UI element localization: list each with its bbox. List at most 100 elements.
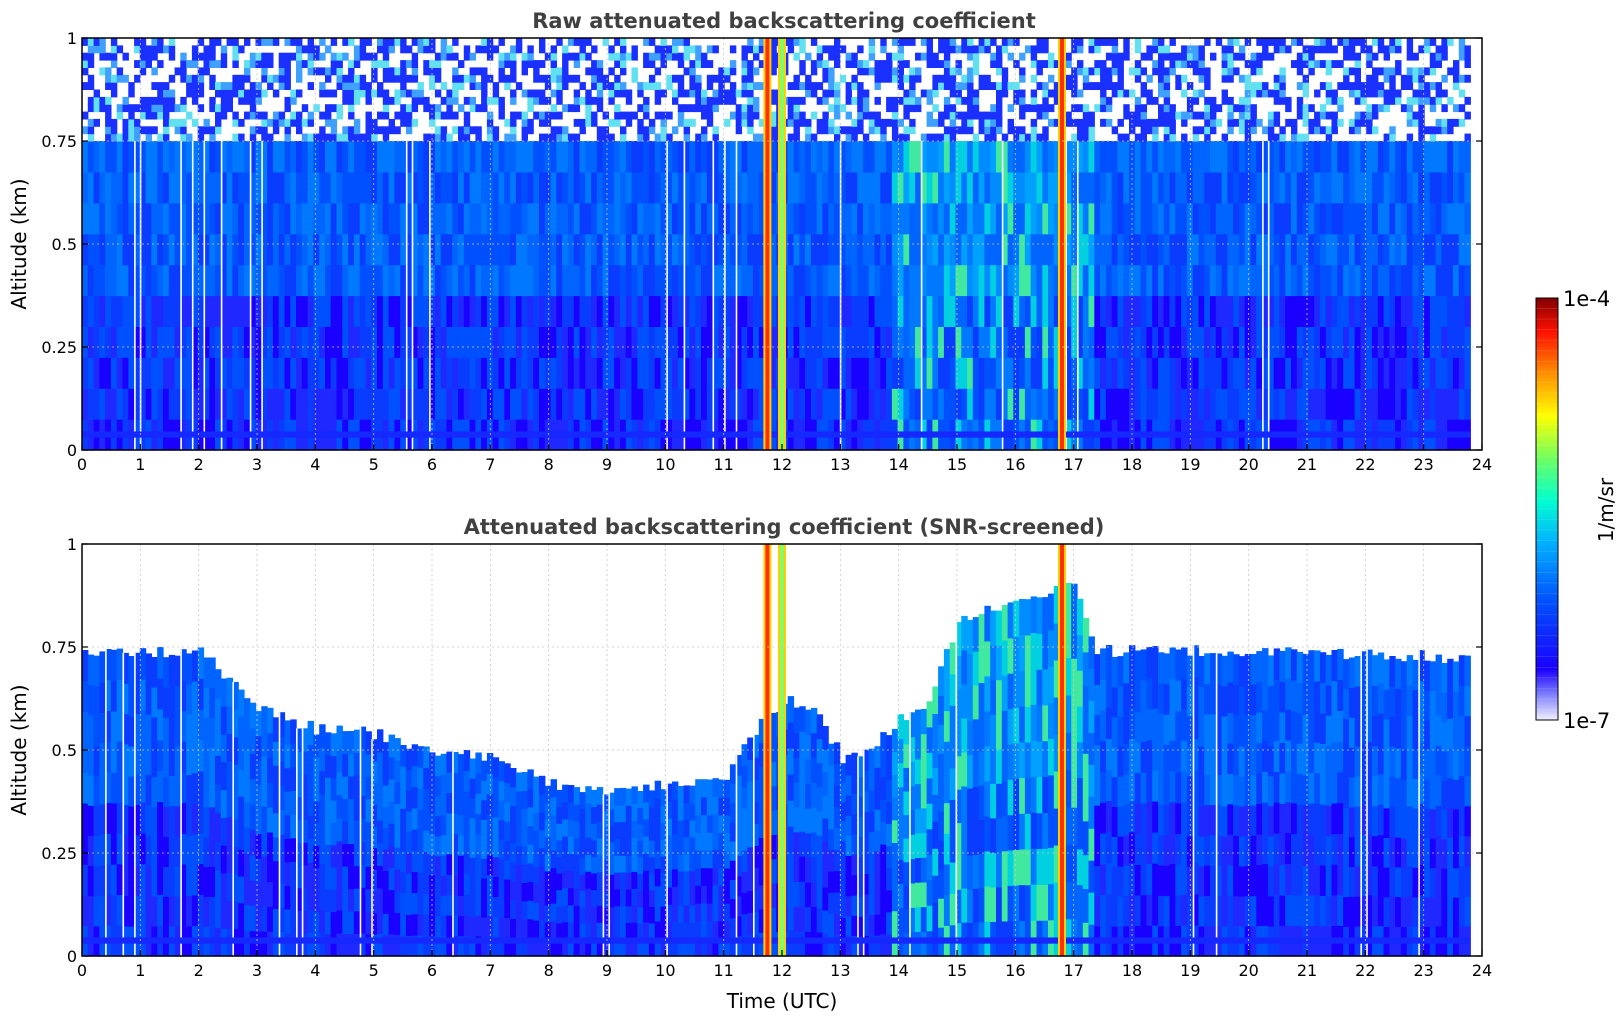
heat-cell bbox=[139, 357, 147, 389]
noise-cell bbox=[573, 118, 581, 127]
heat-cell bbox=[313, 171, 320, 204]
heat-cell bbox=[851, 264, 858, 297]
noise-cell bbox=[677, 89, 685, 98]
heat-cell bbox=[238, 876, 245, 904]
heat-cell bbox=[400, 326, 407, 358]
heat-cell bbox=[990, 326, 997, 358]
heat-cell bbox=[249, 930, 257, 957]
heat-cell bbox=[330, 844, 338, 868]
heat-cell bbox=[139, 709, 147, 742]
noise-cell bbox=[1117, 118, 1124, 127]
heat-cell bbox=[220, 171, 228, 204]
noise-cell bbox=[226, 104, 233, 113]
noise-cell bbox=[504, 52, 511, 61]
heat-cell bbox=[758, 295, 766, 327]
noise-cell bbox=[972, 111, 980, 120]
heat-cell bbox=[677, 233, 685, 266]
heat-cell bbox=[666, 264, 673, 297]
heat-cell bbox=[1117, 264, 1124, 297]
noise-cell bbox=[602, 111, 609, 120]
noise-cell bbox=[672, 89, 679, 98]
noise-cell bbox=[620, 82, 627, 90]
noise-cell bbox=[932, 89, 939, 98]
heat-cell bbox=[729, 264, 737, 297]
noise-cell bbox=[862, 133, 870, 142]
heat-cell bbox=[209, 896, 216, 927]
heat-cell bbox=[1152, 171, 1159, 204]
noise-cell bbox=[996, 126, 1003, 135]
heat-cell bbox=[244, 388, 251, 420]
noise-cell bbox=[325, 45, 332, 54]
noise-cell bbox=[290, 118, 297, 127]
noise-cell bbox=[1227, 111, 1234, 120]
heat-cell bbox=[238, 202, 245, 235]
heat-cell bbox=[1412, 202, 1419, 235]
heat-cell bbox=[313, 867, 320, 891]
noise-cell bbox=[1221, 74, 1228, 83]
heat-cell bbox=[758, 326, 766, 358]
heat-cell bbox=[724, 141, 731, 173]
heat-cell bbox=[897, 357, 904, 389]
noise-cell bbox=[330, 126, 338, 135]
noise-cell bbox=[1447, 96, 1454, 105]
heat-cell bbox=[336, 886, 343, 911]
heat-cell bbox=[625, 141, 633, 173]
heat-cell bbox=[319, 817, 326, 841]
noise-cell bbox=[203, 67, 210, 76]
heat-cell bbox=[1030, 326, 1038, 358]
noise-cell bbox=[1158, 89, 1165, 98]
heat-cell bbox=[272, 233, 280, 266]
heat-cell bbox=[325, 754, 332, 778]
heat-cell bbox=[1383, 357, 1390, 389]
noise-cell bbox=[943, 45, 951, 54]
heat-cell bbox=[1447, 388, 1454, 420]
noise-cell bbox=[434, 74, 442, 83]
noise-cell bbox=[417, 45, 424, 54]
heat-cell bbox=[857, 295, 864, 327]
heat-cell bbox=[423, 141, 430, 173]
heat-cell bbox=[1256, 171, 1263, 204]
noise-cell bbox=[851, 74, 858, 83]
noise-cell bbox=[1435, 118, 1442, 127]
heat-cell bbox=[423, 357, 430, 389]
heat-cell bbox=[434, 357, 442, 389]
heat-cell bbox=[1140, 233, 1147, 266]
heat-cell bbox=[654, 171, 662, 204]
heat-cell bbox=[255, 141, 262, 173]
noise-cell bbox=[567, 74, 575, 83]
heat-cell bbox=[203, 388, 210, 420]
heat-cell bbox=[504, 264, 511, 297]
heat-cell bbox=[313, 823, 320, 846]
noise-cell bbox=[400, 89, 407, 98]
heat-cell bbox=[591, 233, 598, 266]
heat-cell bbox=[168, 233, 176, 266]
heat-cell bbox=[215, 726, 222, 756]
heat-cell bbox=[1123, 388, 1130, 420]
heat-cell bbox=[139, 233, 147, 266]
heat-cell bbox=[1111, 141, 1119, 173]
noise-cell bbox=[319, 38, 326, 46]
heat-cell bbox=[319, 326, 326, 358]
heat-cell bbox=[828, 202, 835, 235]
noise-cell bbox=[573, 96, 581, 105]
heat-cell bbox=[180, 326, 187, 358]
noise-cell bbox=[232, 82, 239, 90]
heat-cell bbox=[1186, 171, 1194, 204]
heat-cell bbox=[1094, 264, 1101, 297]
noise-cell bbox=[741, 67, 748, 76]
noise-cell bbox=[405, 89, 413, 98]
heat-cell bbox=[1389, 233, 1396, 266]
noise-cell bbox=[637, 89, 644, 98]
heat-cell bbox=[278, 357, 286, 389]
heat-cell bbox=[232, 791, 239, 820]
heat-cell bbox=[336, 771, 343, 796]
noise-cell bbox=[1238, 52, 1246, 61]
heat-cell bbox=[874, 357, 881, 389]
heat-cell bbox=[290, 171, 297, 204]
heat-cell bbox=[423, 388, 430, 420]
noise-cell bbox=[1360, 89, 1367, 98]
heat-cell bbox=[839, 171, 847, 204]
noise-cell bbox=[134, 60, 141, 68]
noise-cell bbox=[1117, 52, 1124, 61]
heat-cell bbox=[712, 264, 719, 297]
